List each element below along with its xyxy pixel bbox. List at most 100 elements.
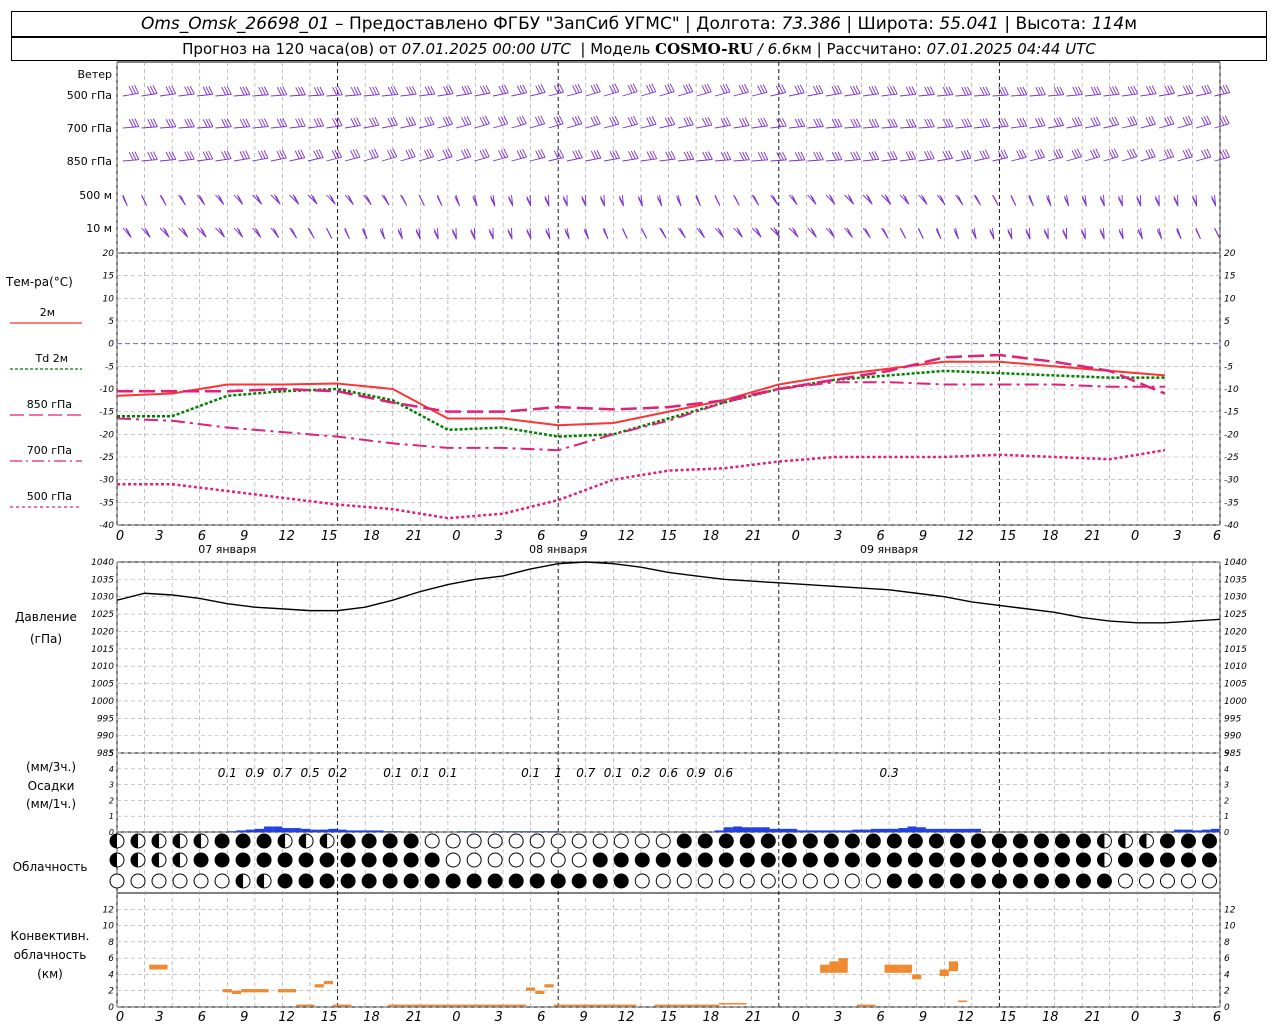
cloud-cover-symbol <box>739 833 755 849</box>
wind-barb-staff <box>770 92 786 97</box>
precip-3h-label: 0.6 <box>714 766 733 780</box>
wind-barb-feather <box>427 86 433 95</box>
wind-barb-feather <box>415 230 421 240</box>
wind-barb-staff <box>400 124 416 129</box>
cloud-cover-symbol <box>823 852 839 868</box>
wind-barb-staff <box>1158 123 1175 129</box>
wind-barb-staff <box>307 156 324 162</box>
wind-barb-feather <box>831 151 837 161</box>
wind-barb-feather <box>800 151 806 161</box>
wind-barb-feather <box>1001 118 1006 127</box>
wind-barb-staff <box>418 156 434 162</box>
wind-barb-feather <box>641 228 647 237</box>
precip-bar <box>1210 828 1220 832</box>
cloud-cover-half <box>152 834 160 848</box>
precip-bar <box>512 831 522 832</box>
wind-barb-feather <box>1019 149 1024 159</box>
x-tick-label-top: 12 <box>618 529 635 544</box>
cloud-cover-symbol <box>1159 873 1175 889</box>
day-label: 09 января <box>860 543 918 556</box>
wind-barb-staff <box>1140 156 1156 162</box>
wind-barb-feather <box>1201 150 1206 159</box>
precip-bar <box>723 827 733 832</box>
wind-barb-feather <box>318 149 324 158</box>
cloud-cover-symbol <box>781 833 797 849</box>
wind-barb-feather <box>464 85 470 95</box>
precip-bar <box>787 828 798 832</box>
wind-barb-staff <box>862 126 879 129</box>
cloud-cover-symbol <box>592 833 608 849</box>
cloud-cover-half <box>1097 853 1105 867</box>
wind-barb-feather <box>442 117 448 126</box>
wind-barb-staff <box>437 156 453 162</box>
wind-barb-feather <box>633 115 638 125</box>
x-tick-label-top: 6 <box>537 529 545 544</box>
wind-barb-feather <box>717 227 723 236</box>
wind-barb-feather <box>537 149 543 159</box>
wind-barb-feather <box>1021 149 1027 158</box>
wind-barb-feather <box>942 151 948 160</box>
wind-barb-feather <box>940 196 946 205</box>
precip-bar <box>365 830 375 832</box>
wind-barb-feather <box>763 117 769 127</box>
wind-barb-feather <box>463 149 469 158</box>
precip-3h-label: 0.2 <box>328 766 347 780</box>
cloud-cover-symbol <box>697 873 713 889</box>
alt-value: 114 <box>1091 14 1125 34</box>
cloud-cover-symbol <box>403 833 419 849</box>
wind-barb-staff <box>659 124 675 129</box>
wind-barb-feather <box>131 118 137 128</box>
precip-title: Осадки <box>27 779 75 793</box>
wind-barb-feather <box>884 194 890 203</box>
wind-barb-feather <box>498 117 503 126</box>
wind-barb-feather <box>131 151 137 161</box>
wind-barb-staff <box>881 126 898 129</box>
wind-barb-feather <box>668 151 673 160</box>
wind-barb-feather <box>374 86 380 95</box>
cloud-cover-symbol <box>1159 833 1175 849</box>
conv-ytick-left: 4 <box>108 970 114 980</box>
wind-barb-feather <box>1127 150 1132 159</box>
wind-barb-feather <box>350 150 355 159</box>
conv-cloud-block <box>388 1004 527 1007</box>
cloud-cover-symbol <box>298 873 314 889</box>
precip-bar <box>916 827 926 832</box>
wind-barb-feather <box>886 195 892 205</box>
wind-barb-staff <box>159 126 176 129</box>
wind-barb-feather <box>239 151 245 160</box>
wind-barb-feather <box>451 230 457 240</box>
wind-barb-feather <box>590 150 596 160</box>
wind-barb-feather <box>479 117 485 126</box>
wind-barb-feather <box>574 116 580 125</box>
wind-barb-feather <box>220 229 225 238</box>
wind-barb-staff <box>344 194 354 205</box>
x-tick-label-bottom: 0 <box>116 1010 124 1024</box>
conv-cloud-block <box>939 969 949 977</box>
wind-barb-feather <box>1169 115 1175 125</box>
cloud-cover-symbol <box>277 852 293 868</box>
wind-barb-staff <box>511 227 513 240</box>
wind-barb-feather <box>1040 148 1045 158</box>
wind-barb-feather <box>389 149 395 158</box>
wind-barb-feather <box>397 230 403 240</box>
wind-barb-feather <box>1187 115 1193 125</box>
cloud-cover-symbol <box>298 852 314 868</box>
x-tick-label-bottom: 9 <box>240 1010 248 1024</box>
wind-barb-feather <box>337 149 342 158</box>
x-tick-label-bottom: 0 <box>452 1010 460 1024</box>
temp-ytick-left: 15 <box>103 272 115 282</box>
wind-barb-feather <box>600 195 605 205</box>
wind-barb-staff <box>992 125 1009 129</box>
wind-barb-feather <box>379 228 385 238</box>
wind-barb-feather <box>319 117 325 127</box>
pressure-ytick-left: 1040 <box>91 558 114 568</box>
wind-barb-feather <box>739 152 745 161</box>
wind-barb-feather <box>1182 85 1188 95</box>
wind-barb-feather <box>1074 117 1080 126</box>
wind-barb-feather <box>893 118 898 128</box>
wind-barb-feather <box>775 228 781 238</box>
wind-barb-feather <box>632 83 638 92</box>
conv-cloud-block <box>241 989 269 993</box>
wind-barb-feather <box>490 197 496 207</box>
cloud-cover-symbol <box>865 852 881 868</box>
